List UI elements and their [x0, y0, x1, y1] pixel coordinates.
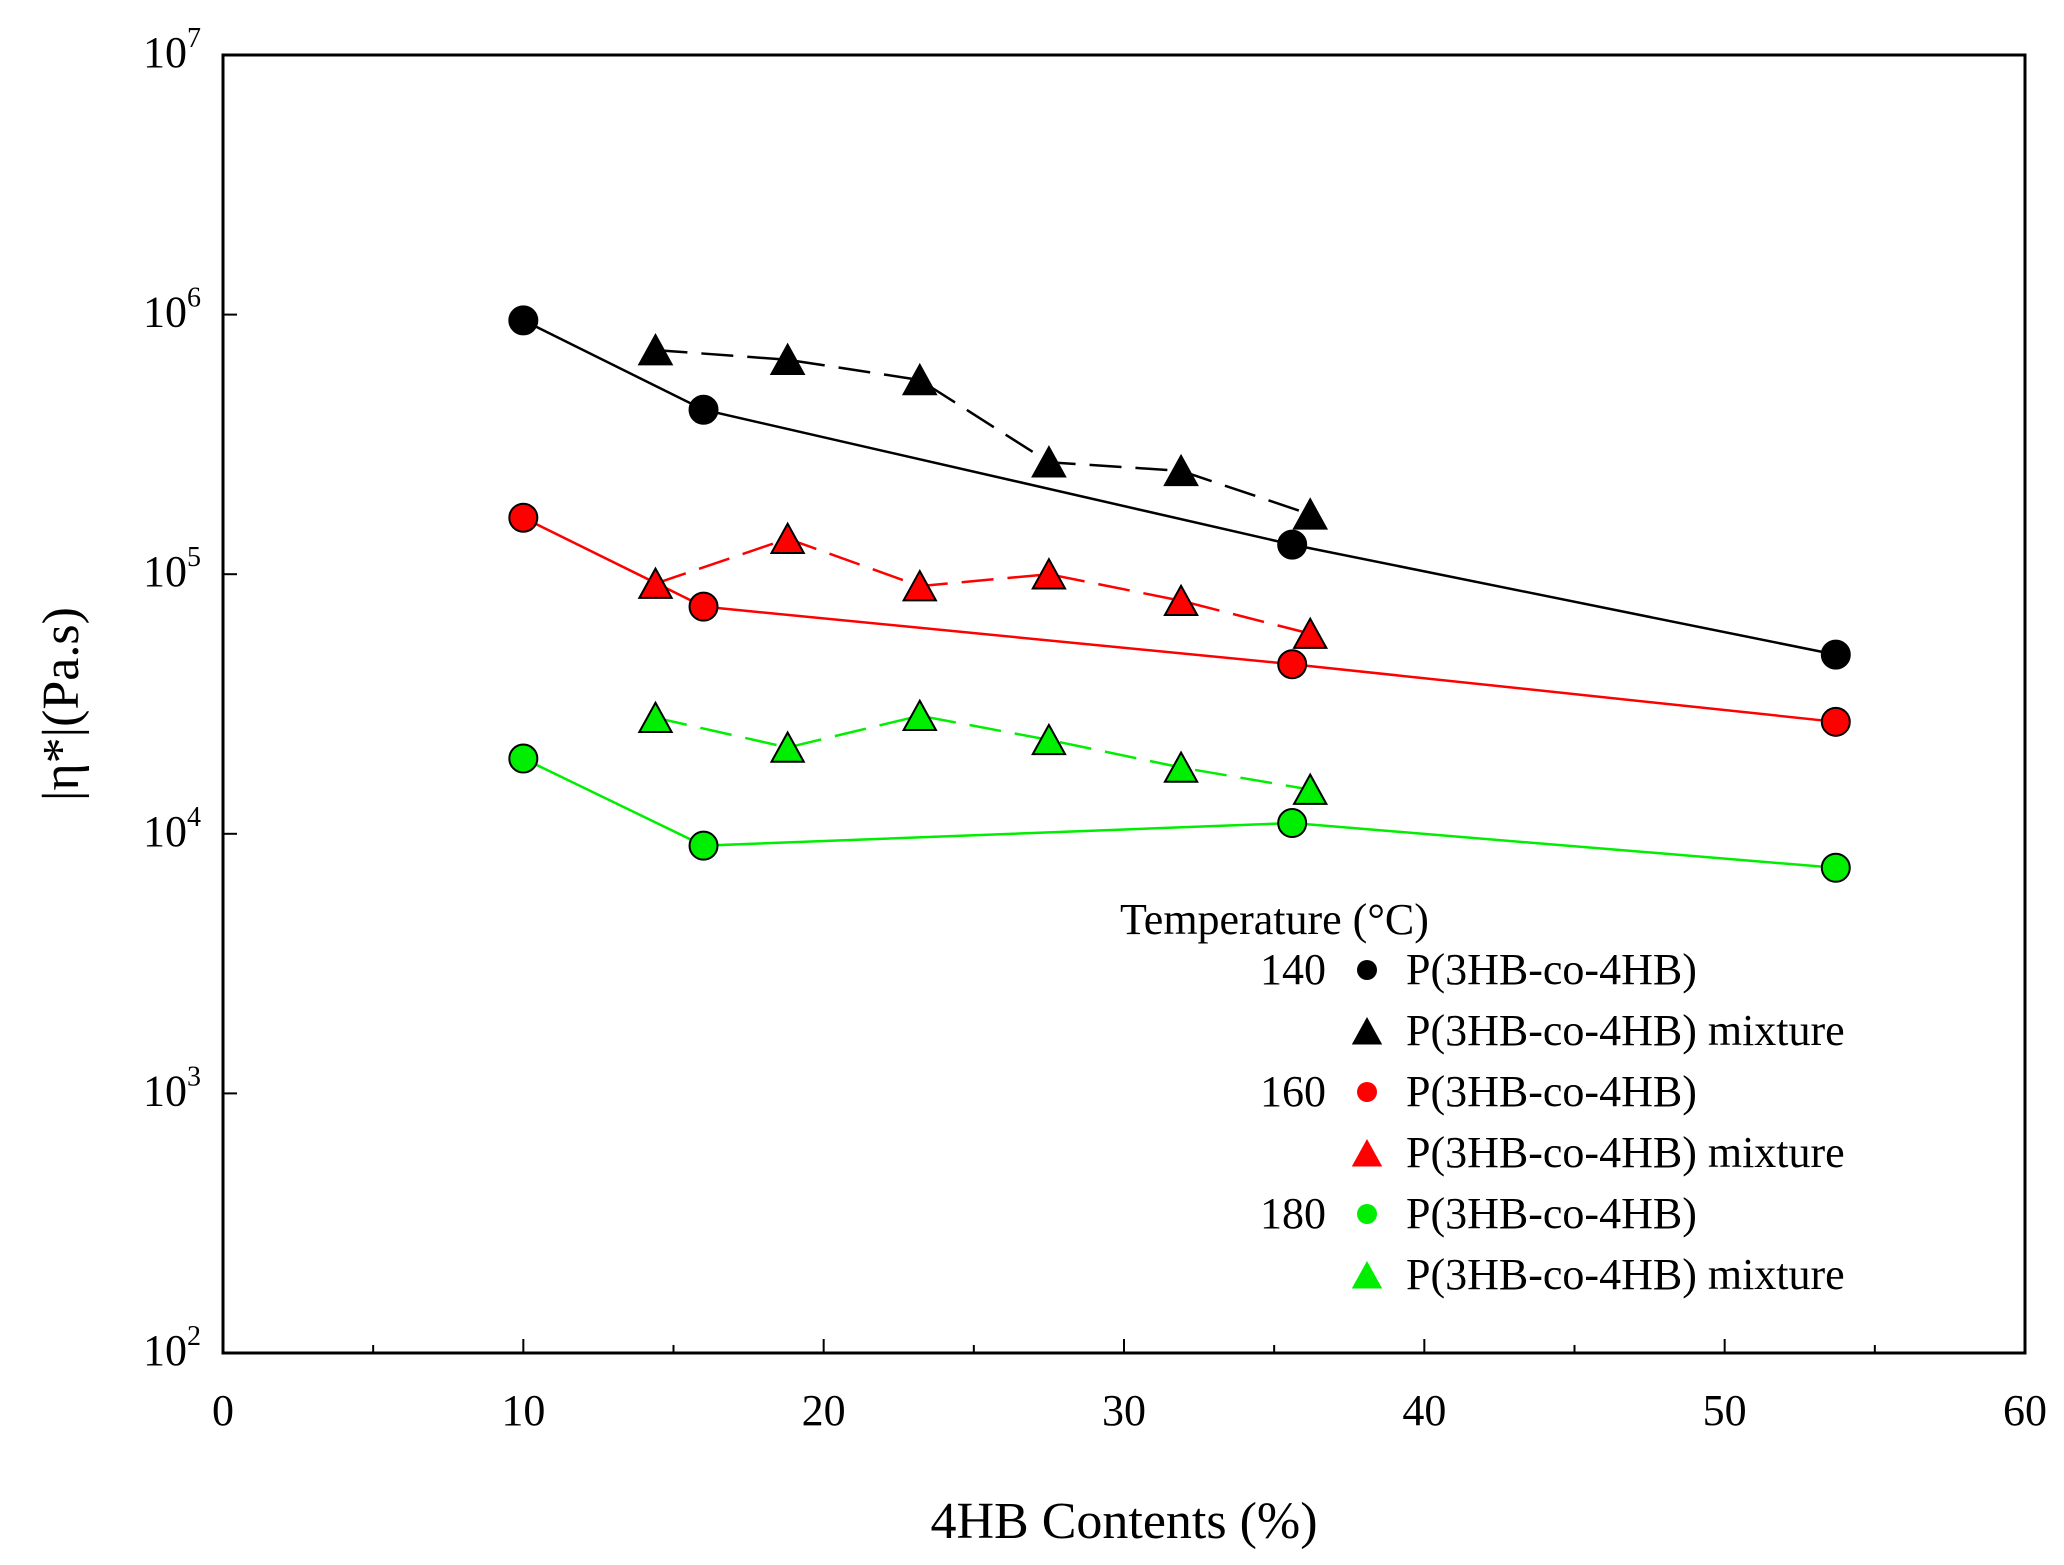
legend: Temperature (°C) 140 P(3HB-co-4HB) P(3HB-c… [1120, 895, 1845, 1299]
data-point [1031, 722, 1067, 756]
data-point [1820, 706, 1851, 737]
data-point [901, 362, 938, 396]
x-tick-label: 10 [501, 1386, 545, 1435]
data-point [1031, 445, 1067, 478]
data-point [769, 342, 806, 375]
y-tick-label: 107 [143, 23, 201, 77]
series-4 [508, 743, 1851, 883]
data-point [1292, 616, 1329, 649]
series-line [655, 537, 1311, 635]
x-tick-label: 0 [212, 1386, 234, 1435]
x-tick-label: 20 [802, 1386, 846, 1435]
legend-circle-marker [1357, 960, 1377, 980]
legend-temperature: 140 [1260, 945, 1326, 994]
data-point [1163, 750, 1199, 783]
data-point [769, 730, 806, 763]
data-point [1292, 497, 1329, 530]
series-line [655, 714, 1311, 791]
y-tick-label: 103 [143, 1061, 201, 1115]
y-tick-label: 106 [143, 283, 201, 337]
data-point [1163, 453, 1199, 487]
legend-temperature: 180 [1260, 1189, 1326, 1238]
legend-entry-label: P(3HB-co-4HB) [1406, 945, 1697, 994]
legend-title: Temperature (°C) [1120, 895, 1429, 944]
legend-triangle-marker [1351, 1017, 1383, 1045]
x-axis-title: 4HB Contents (%) [930, 1493, 1317, 1550]
data-point [508, 305, 539, 336]
legend-entry-label: P(3HB-co-4HB) mixture [1406, 1128, 1845, 1177]
data-point [1277, 649, 1308, 680]
legend-entry-label: P(3HB-co-4HB) [1406, 1067, 1697, 1116]
legend-triangle-marker [1351, 1261, 1383, 1289]
series-3 [637, 521, 1329, 649]
data-point [688, 830, 719, 861]
legend-entry-label: P(3HB-co-4HB) [1406, 1189, 1697, 1238]
legend-temperature: 160 [1260, 1067, 1326, 1116]
legend-entry-label: P(3HB-co-4HB) mixture [1406, 1250, 1845, 1299]
series-line [522, 757, 1836, 869]
data-point [637, 333, 674, 366]
data-point [1820, 852, 1851, 883]
data-point [901, 698, 938, 731]
data-point [1292, 772, 1329, 805]
y-tick-label: 104 [143, 802, 201, 856]
series-layer [508, 305, 1851, 883]
data-point [508, 743, 539, 774]
data-point [1031, 557, 1067, 590]
x-tick-label: 40 [1402, 1386, 1446, 1435]
data-point [1277, 529, 1308, 560]
series-0 [508, 305, 1851, 670]
x-tick-label: 60 [2003, 1386, 2047, 1435]
y-tick-label: 105 [143, 542, 201, 596]
data-point [508, 502, 539, 533]
axis-ticks: 0 10 20 30 40 50 60 102 103 104 105 106 107 [143, 23, 2047, 1435]
data-point [1163, 583, 1199, 617]
series-2 [508, 502, 1851, 737]
data-point [637, 566, 674, 599]
series-5 [637, 698, 1329, 805]
series-line [522, 319, 1837, 656]
data-point [769, 521, 806, 554]
series-1 [637, 333, 1329, 530]
data-point [637, 700, 674, 733]
series-line [522, 516, 1836, 724]
data-point [688, 591, 719, 622]
series-line [655, 348, 1311, 516]
x-tick-label: 50 [1703, 1386, 1747, 1435]
y-axis-title: |η*|(Pa.s) [33, 607, 90, 801]
data-point [688, 394, 719, 425]
y-tick-label: 102 [143, 1321, 201, 1375]
x-tick-label: 30 [1102, 1386, 1146, 1435]
legend-circle-marker [1357, 1204, 1377, 1224]
legend-circle-marker [1357, 1082, 1377, 1102]
data-point [901, 569, 938, 602]
legend-triangle-marker [1351, 1139, 1383, 1167]
data-point [1820, 639, 1851, 670]
legend-entry-label: P(3HB-co-4HB) mixture [1406, 1006, 1845, 1055]
data-point [1277, 808, 1308, 839]
